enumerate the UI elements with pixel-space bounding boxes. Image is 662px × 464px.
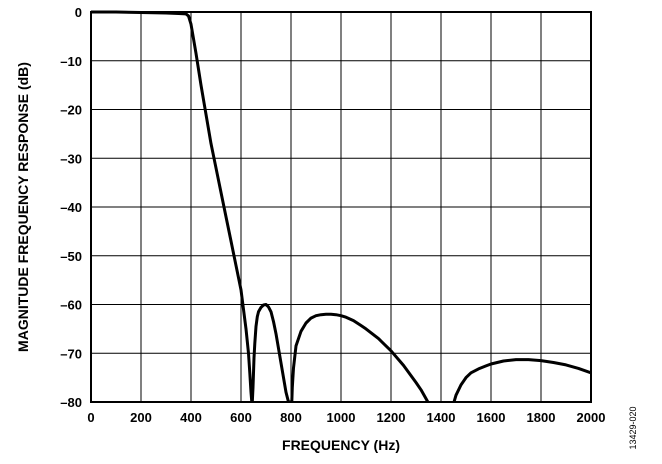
x-axis-title: FREQUENCY (Hz) [282, 437, 400, 453]
x-tick-label: 400 [180, 410, 202, 425]
series-line-1 [91, 10, 430, 403]
x-tick-label: 1000 [327, 410, 356, 425]
y-tick-label: –70 [60, 346, 82, 361]
y-tick-label: –10 [60, 54, 82, 69]
y-tick-label: 0 [75, 5, 82, 20]
series-lines [91, 10, 591, 403]
x-tick-label: 1200 [377, 410, 406, 425]
y-axis-title: MAGNITUDE FREQUENCY RESPONSE (dB) [15, 62, 31, 352]
y-tick-label: –50 [60, 249, 82, 264]
x-tick-label: 1800 [527, 410, 556, 425]
x-tick-label: 1600 [477, 410, 506, 425]
x-tick-label: 0 [87, 410, 94, 425]
y-axis-tick-labels: 0 –10 –20 –30 –40 –50 –60 –70 –80 [60, 5, 82, 410]
x-tick-label: 800 [280, 410, 302, 425]
y-tick-label: –40 [60, 200, 82, 215]
figure-id: 13429-020 [628, 406, 638, 449]
x-tick-label: 2000 [577, 410, 606, 425]
y-tick-label: –60 [60, 298, 82, 313]
y-tick-label: –80 [60, 395, 82, 410]
grid [90, 11, 592, 403]
plot-area-frame [90, 11, 592, 403]
x-tick-label: 1400 [427, 410, 456, 425]
x-axis-tick-labels: 0 200 400 600 800 1000 1200 1400 1600 1800 2000 [87, 410, 605, 425]
series-line-2 [452, 358, 591, 403]
x-tick-label: 600 [230, 410, 252, 425]
y-tick-label: –30 [60, 151, 82, 166]
x-tick-label: 200 [130, 410, 152, 425]
y-tick-label: –20 [60, 103, 82, 118]
